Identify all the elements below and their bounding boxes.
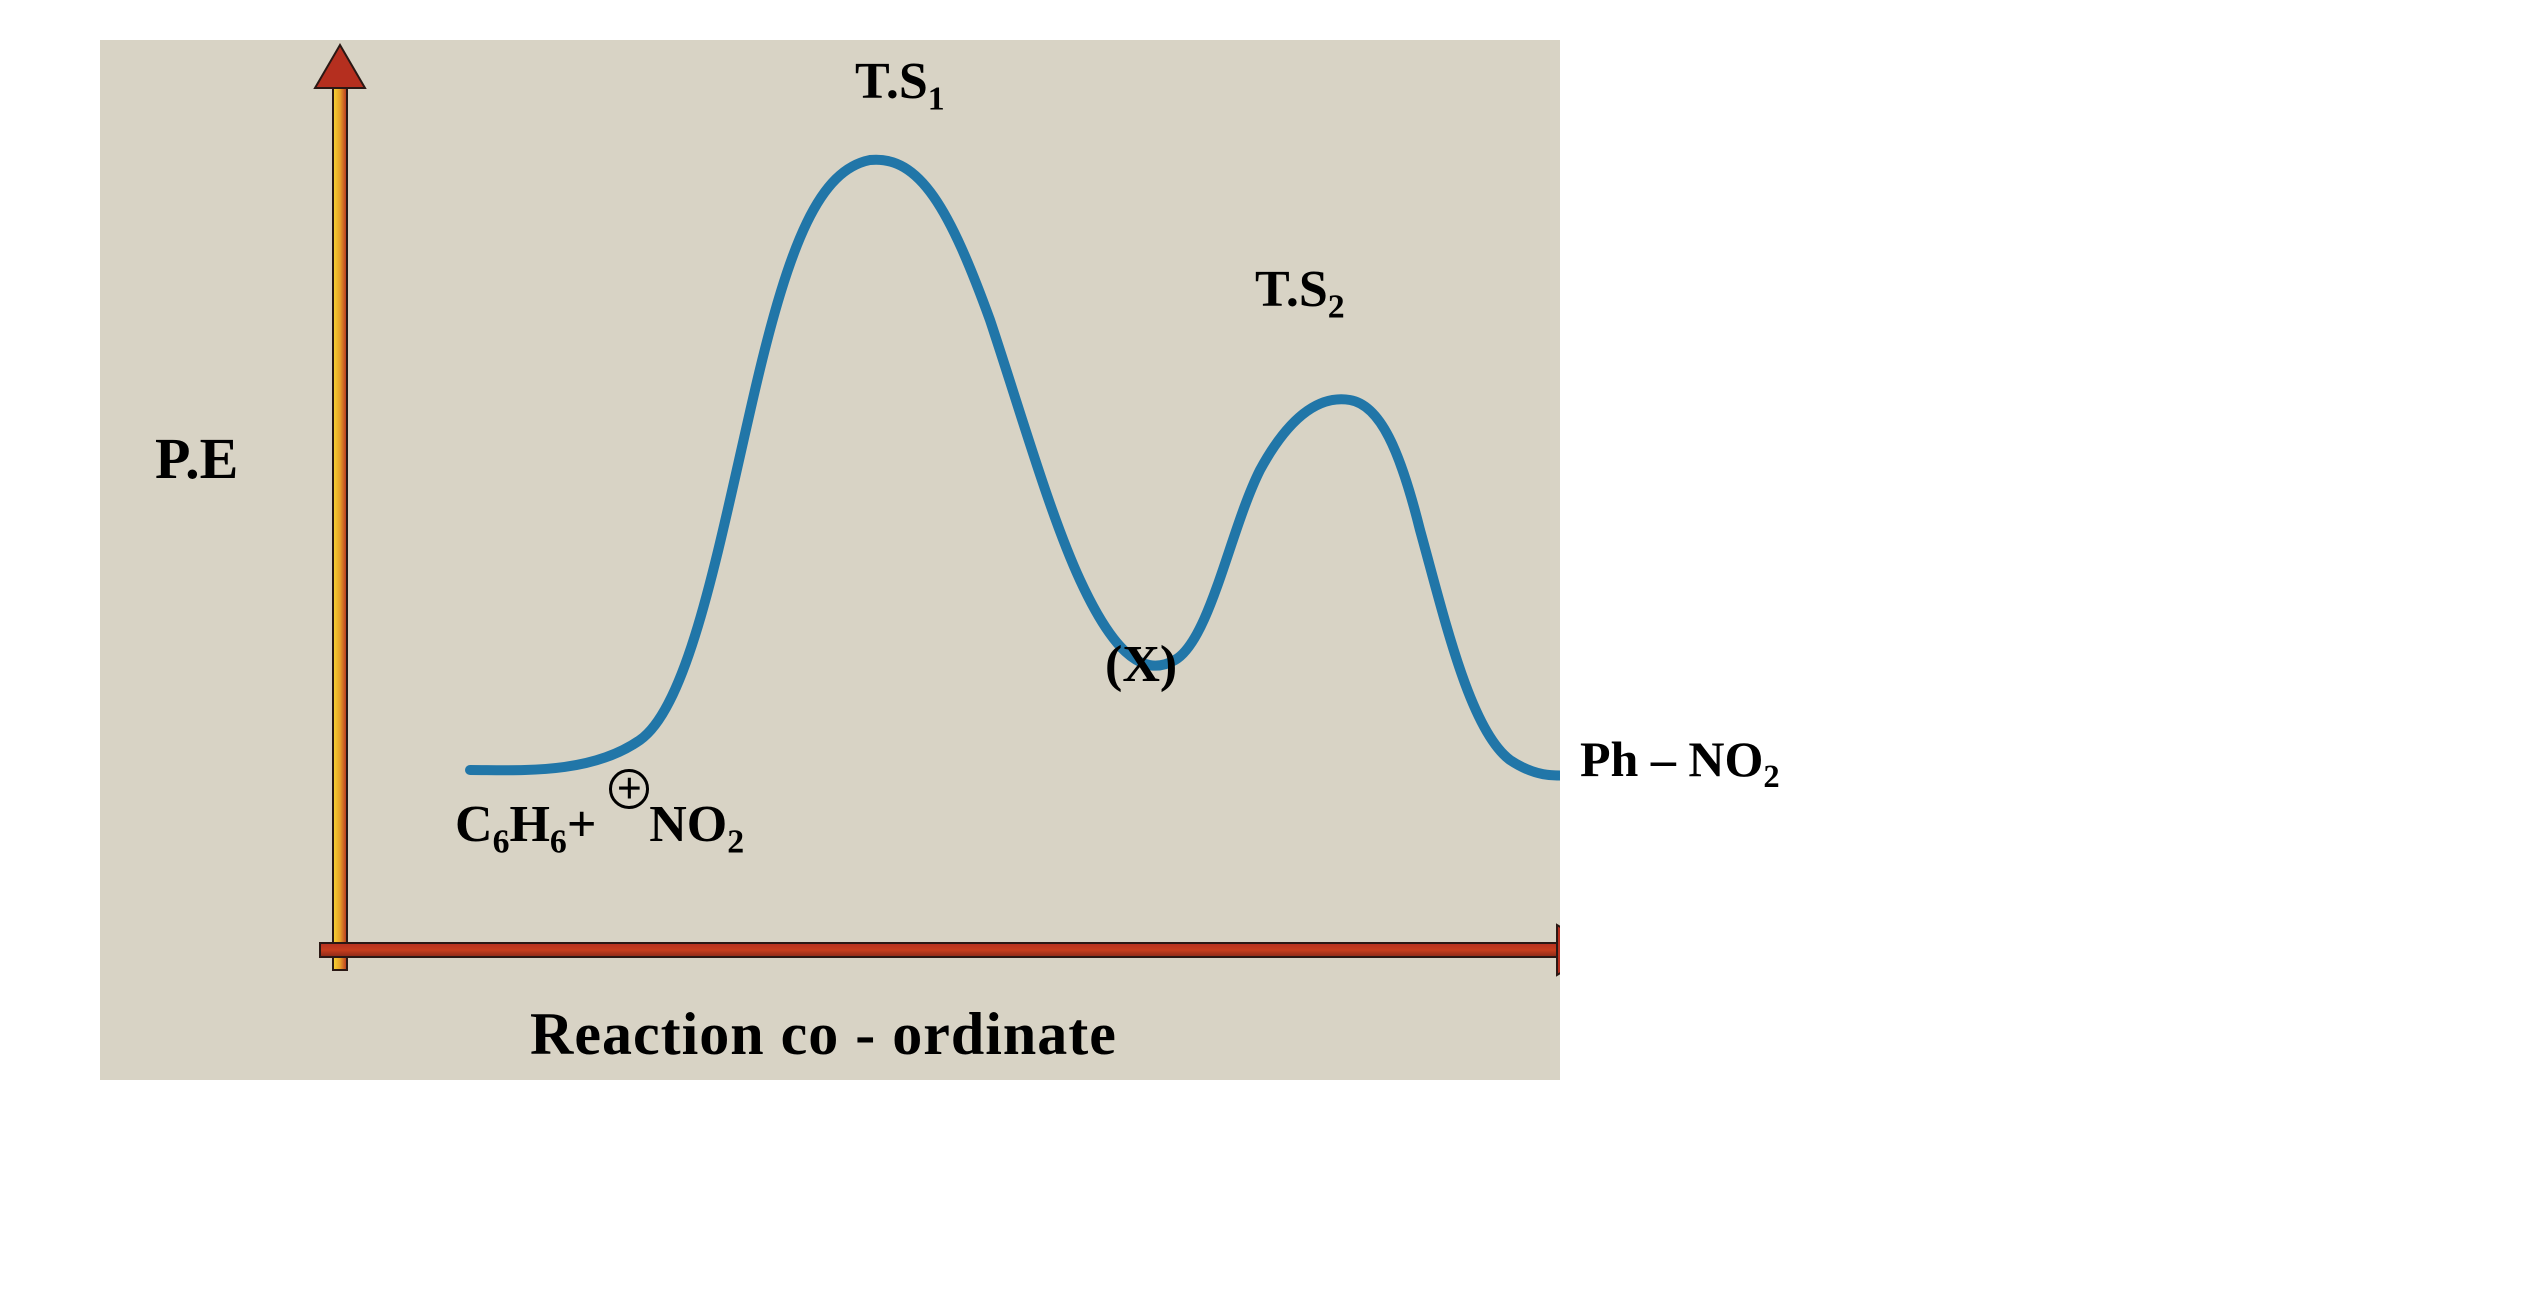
reactants-label: C6H6+ +NO2	[455, 795, 744, 861]
x-axis	[320, 925, 1560, 975]
circled-plus-icon: +	[609, 769, 649, 809]
energy-curve	[470, 160, 1560, 776]
chart-container: P.E T.S1 T.S2 (X) C6H6+ +NO2 Ph – NO2 Re…	[100, 40, 1560, 1080]
ts2-text: T.S	[1255, 261, 1328, 318]
product-sub: 2	[1763, 759, 1779, 795]
y-axis-label-text: P.E	[155, 426, 238, 491]
ts1-text: T.S	[855, 53, 928, 110]
energy-diagram-svg	[100, 40, 1560, 1080]
x-axis-label: Reaction co - ordinate	[530, 1000, 1117, 1069]
product-label: Ph – NO2	[1580, 730, 1780, 796]
y-axis-label: P.E	[155, 425, 238, 492]
intermediate-label: (X)	[1105, 635, 1177, 694]
ts1-label: T.S1	[855, 52, 945, 118]
reactants-sub-a: 6	[493, 823, 510, 860]
y-axis	[315, 45, 365, 970]
reactants-plus: +	[567, 796, 610, 853]
reactants-c: C	[455, 796, 493, 853]
x-axis-label-text: Reaction co - ordinate	[530, 1001, 1117, 1067]
ts1-sub: 1	[928, 80, 945, 117]
reactants-no: NO	[649, 796, 727, 853]
ts2-sub: 2	[1328, 288, 1345, 325]
reactants-sub-d: 2	[727, 823, 744, 860]
intermediate-text: (X)	[1105, 636, 1177, 693]
reactants-h: H	[509, 796, 549, 853]
reactants-sub-b: 6	[550, 823, 567, 860]
product-text: Ph – NO	[1580, 731, 1763, 787]
ts2-label: T.S2	[1255, 260, 1345, 326]
